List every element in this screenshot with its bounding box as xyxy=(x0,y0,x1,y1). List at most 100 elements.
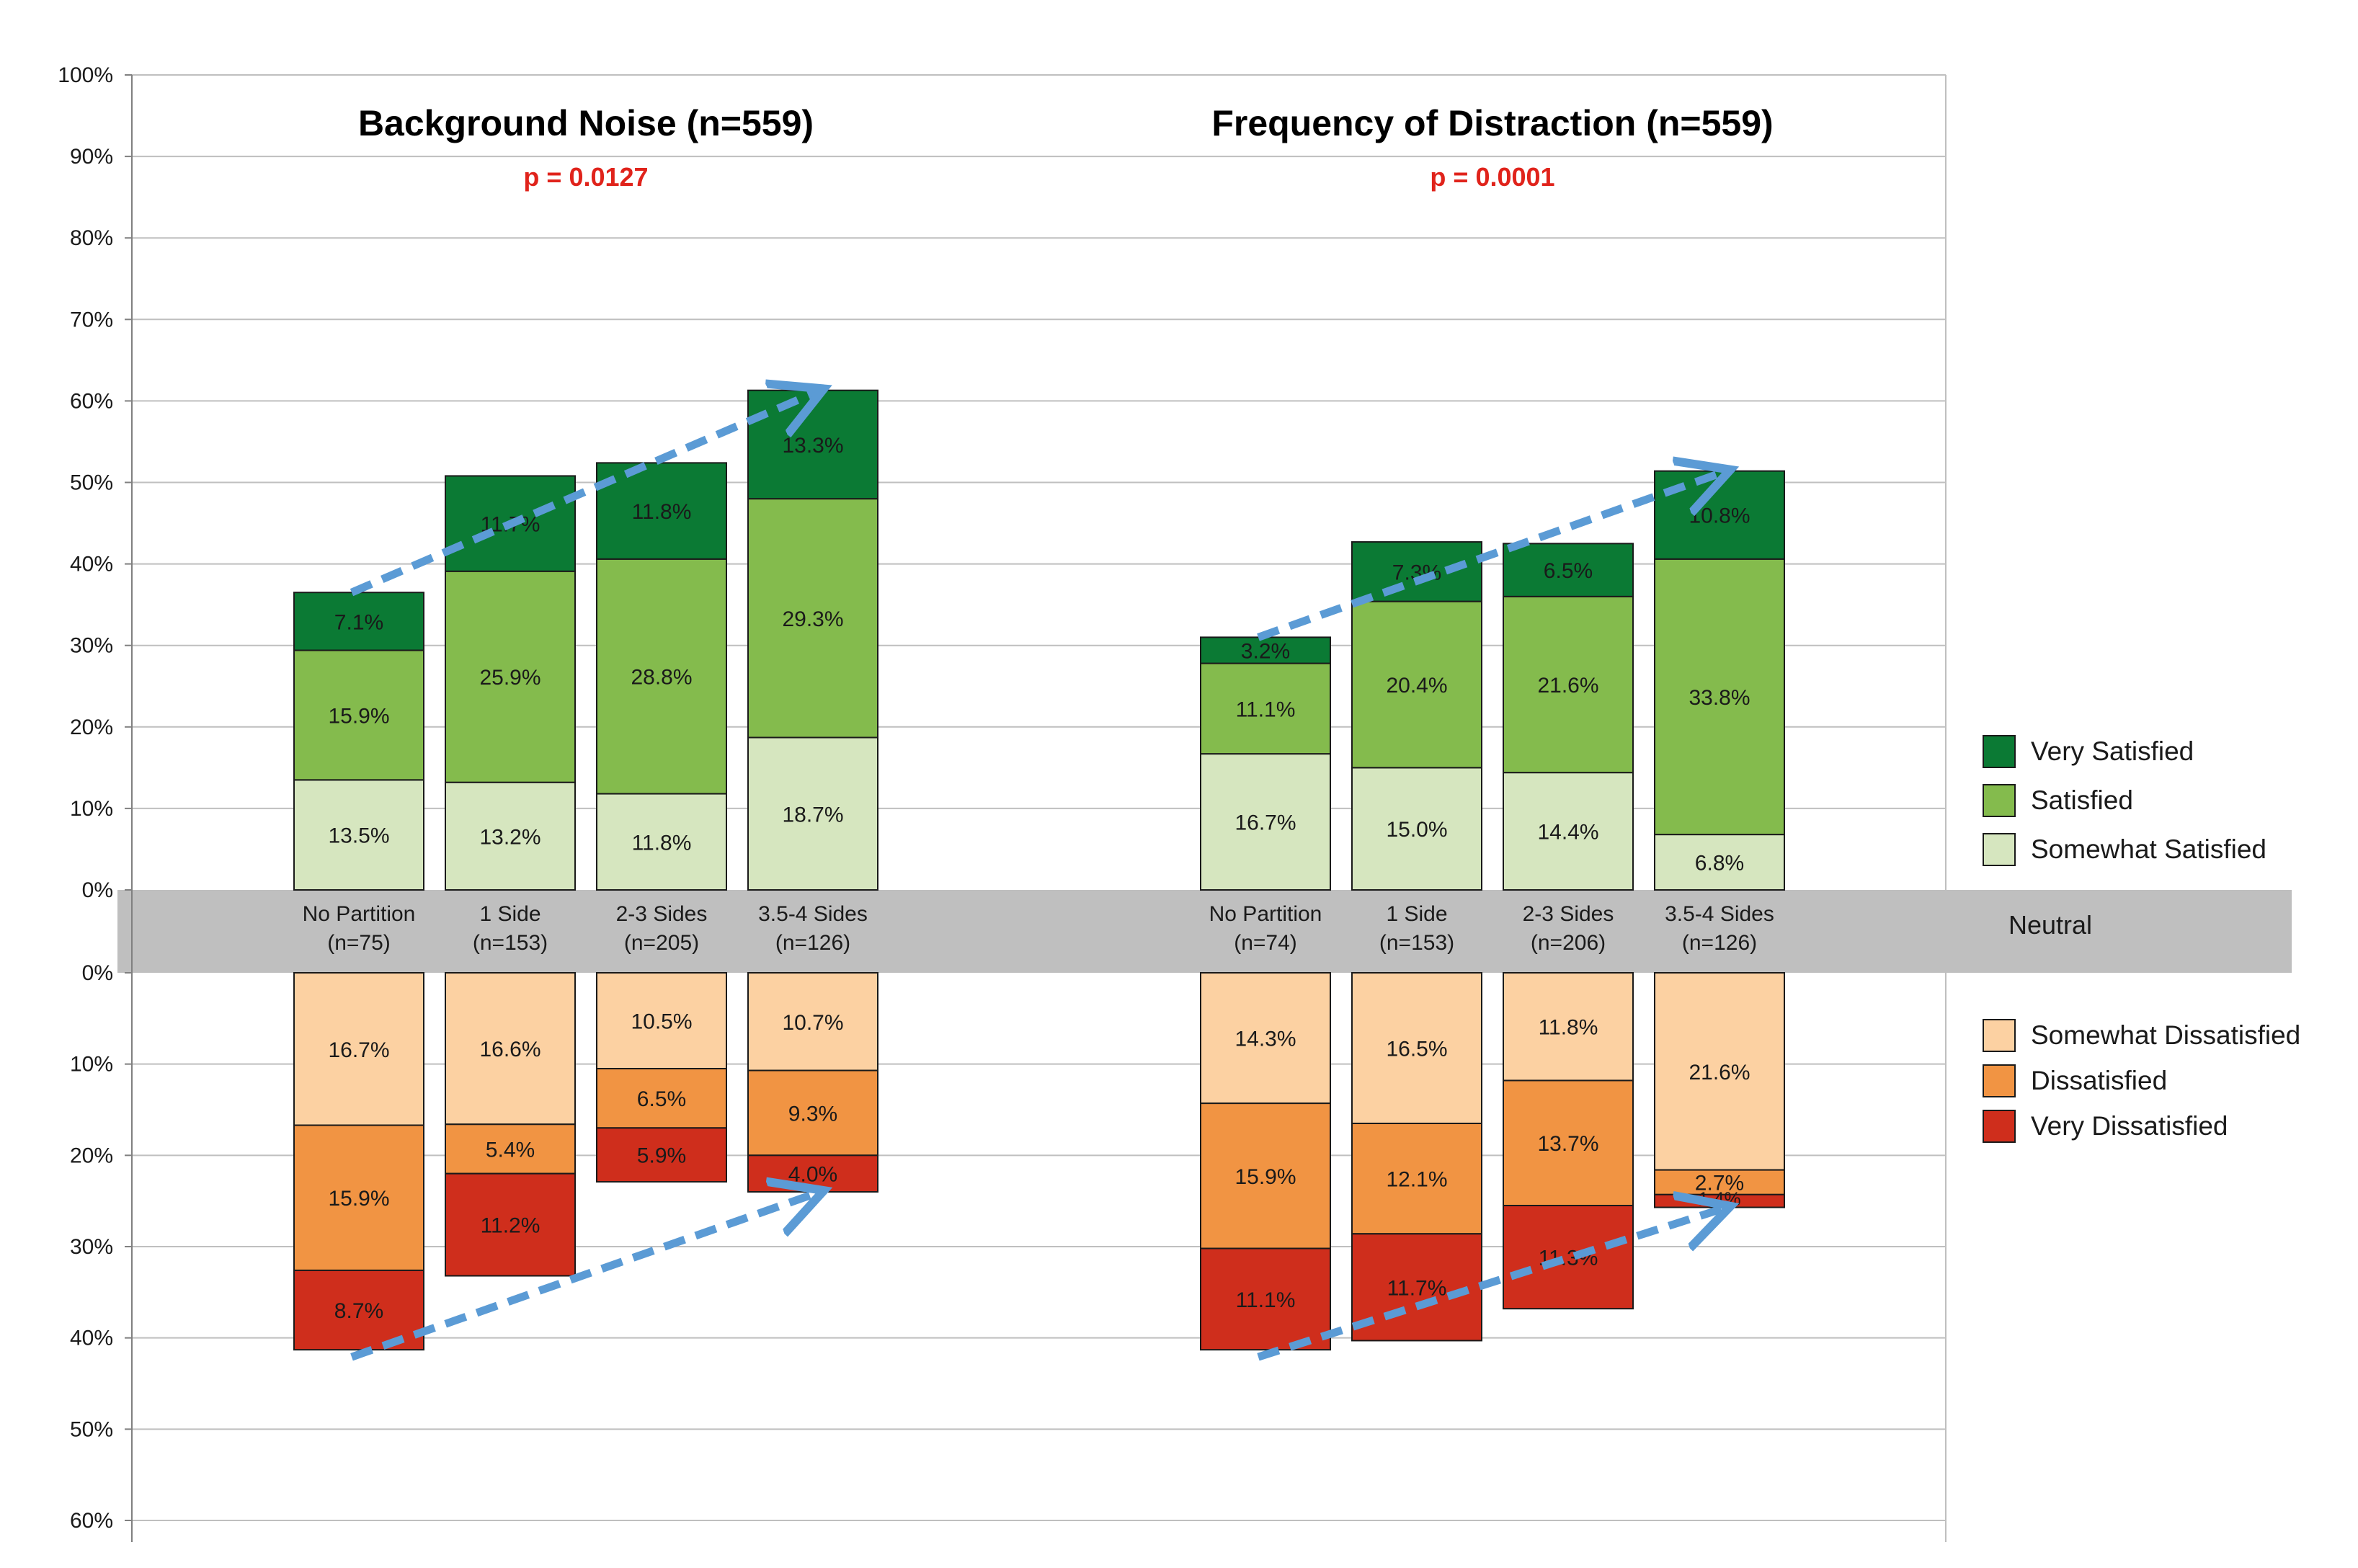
category-label: 2-3 Sides xyxy=(616,902,708,926)
category-sample-size: (n=126) xyxy=(1682,931,1757,955)
legend-swatch xyxy=(1983,1064,2016,1097)
bar-segment-somewhat-satisfied xyxy=(1654,834,1785,891)
data-label: 29.3% xyxy=(782,607,843,631)
category-label: 3.5-4 Sides xyxy=(758,902,868,926)
category-sample-size: (n=75) xyxy=(327,931,391,955)
y-tick-label: 0% xyxy=(82,878,113,902)
bar-segment-satisfied xyxy=(747,498,878,739)
legend-swatch xyxy=(1983,735,2016,768)
data-label: 15.9% xyxy=(328,704,389,728)
p-value: p = 0.0001 xyxy=(1430,162,1554,192)
bar-segment-very-dissatisfied xyxy=(596,1127,727,1183)
gridlines xyxy=(132,74,1947,1542)
bar-segment-somewhat-dissatisfied xyxy=(445,972,576,1126)
bar-segment-somewhat-dissatisfied xyxy=(596,972,727,1069)
data-label: 13.7% xyxy=(1537,1132,1598,1156)
data-label: 11.8% xyxy=(632,831,692,855)
bar-segment-somewhat-dissatisfied xyxy=(747,972,878,1072)
data-label: 11.8% xyxy=(632,500,692,524)
data-label: 10.8% xyxy=(1689,504,1750,528)
data-label: 9.3% xyxy=(788,1102,837,1126)
y-tick-label: 40% xyxy=(70,553,113,576)
dissatisfaction-trend-arrow xyxy=(1257,1208,1727,1361)
bar-segment-satisfied xyxy=(293,649,424,781)
data-label: 21.6% xyxy=(1537,674,1598,698)
bar-segment-very-dissatisfied xyxy=(1503,1205,1634,1310)
legend-label: Very Dissatisfied xyxy=(2031,1111,2228,1141)
bar-segment-somewhat-satisfied xyxy=(747,736,878,891)
data-label: 7.1% xyxy=(334,610,383,634)
neutral-label: Neutral xyxy=(2008,910,2092,940)
y-tick-label: 10% xyxy=(70,797,113,821)
bar-segment-somewhat-satisfied xyxy=(1351,767,1482,891)
data-label: 5.4% xyxy=(486,1138,535,1162)
bar-segment-somewhat-dissatisfied xyxy=(293,972,424,1126)
legend-label: Somewhat Satisfied xyxy=(2031,834,2266,864)
data-label: 28.8% xyxy=(631,666,692,690)
data-label: 16.6% xyxy=(479,1038,540,1061)
y-tick-label: 60% xyxy=(70,389,113,413)
y-tick-label: 80% xyxy=(70,226,113,250)
y-tick-label: 20% xyxy=(70,1144,113,1167)
category-sample-size: (n=153) xyxy=(473,931,548,955)
category-label: 1 Side xyxy=(1386,902,1447,926)
bar-segment-somewhat-dissatisfied xyxy=(1200,972,1331,1105)
y-axis: 0% 10% 20% 30% 40% 50% 60% 70% 80% 90% 100% 0% 10% 20… xyxy=(58,63,133,1542)
bar-segment-somewhat-dissatisfied xyxy=(1503,972,1634,1082)
data-label: 10.7% xyxy=(782,1011,843,1035)
panel-titles: Background Noise (n=559) p = 0.0127 Freque… xyxy=(358,103,1774,192)
bar-segments xyxy=(293,389,1785,1351)
data-label: 13.5% xyxy=(328,824,389,848)
data-label: 25.9% xyxy=(479,666,540,690)
trend-arrows xyxy=(350,391,1727,1361)
data-labels: 13.5% 15.9% 7.1% 16.7% 15.9% 8.7% 13.2% 25.9% 11… xyxy=(328,434,1750,1323)
data-label: 13.2% xyxy=(479,825,540,849)
y-tick-label: 30% xyxy=(70,634,113,658)
data-label: 6.5% xyxy=(1544,559,1593,583)
category-sample-size: (n=126) xyxy=(775,931,850,955)
data-label: 6.8% xyxy=(1695,852,1744,876)
category-sample-size: (n=205) xyxy=(624,931,699,955)
data-label: 16.5% xyxy=(1386,1038,1447,1061)
bar-segment-dissatisfied xyxy=(293,1124,424,1271)
legend-swatch xyxy=(1983,833,2016,866)
data-label: 12.1% xyxy=(1386,1168,1447,1192)
legend-swatch xyxy=(1983,784,2016,817)
data-label: 15.9% xyxy=(1234,1165,1296,1189)
y-tick-label: 90% xyxy=(70,145,113,169)
data-label: 8.7% xyxy=(334,1299,383,1323)
neutral-band-rect xyxy=(117,890,2292,973)
data-label: 4.0% xyxy=(788,1163,837,1187)
legend-swatch xyxy=(1983,1019,2016,1052)
data-label: 11.1% xyxy=(1236,1288,1296,1312)
legend-label: Satisfied xyxy=(2031,785,2133,815)
data-label: 3.2% xyxy=(1241,639,1290,663)
bar-segment-somewhat-dissatisfied xyxy=(1654,972,1785,1171)
bar-segment-very-satisfied xyxy=(1351,541,1482,602)
p-value: p = 0.0127 xyxy=(523,162,648,192)
category-labels: No Partition (n=75) 1 Side (n=153) 2-3 Sides… xyxy=(303,902,1774,955)
bar-segment-satisfied xyxy=(596,558,727,795)
satisfaction-trend-arrow xyxy=(1257,471,1727,641)
data-label: 33.8% xyxy=(1689,686,1750,710)
dissatisfaction-trend-arrow xyxy=(350,1192,820,1361)
legend-swatch xyxy=(1983,1110,2016,1143)
neutral-band: Neutral xyxy=(117,890,2292,973)
data-label: 14.4% xyxy=(1537,821,1598,845)
satisfaction-trend-arrow xyxy=(350,391,820,597)
y-tick-label: 0% xyxy=(82,961,113,985)
y-tick-label: 40% xyxy=(70,1327,113,1350)
bar-segment-somewhat-satisfied xyxy=(293,779,424,891)
data-label: 11.8% xyxy=(1539,1016,1598,1040)
data-label: 11.1% xyxy=(1236,698,1296,721)
data-label: 6.5% xyxy=(637,1087,686,1111)
data-label: 16.7% xyxy=(1234,811,1296,835)
bar-segment-very-dissatisfied xyxy=(1200,1247,1331,1351)
y-tick-label: 20% xyxy=(70,716,113,739)
legend: Very Satisfied Satisfied Somewhat Satisfie… xyxy=(1983,735,2300,1143)
legend-label: Dissatisfied xyxy=(2031,1066,2167,1095)
bar-segment-satisfied xyxy=(1503,595,1634,774)
data-label: 11.2% xyxy=(481,1214,540,1238)
bar-segment-very-dissatisfied xyxy=(445,1172,576,1277)
